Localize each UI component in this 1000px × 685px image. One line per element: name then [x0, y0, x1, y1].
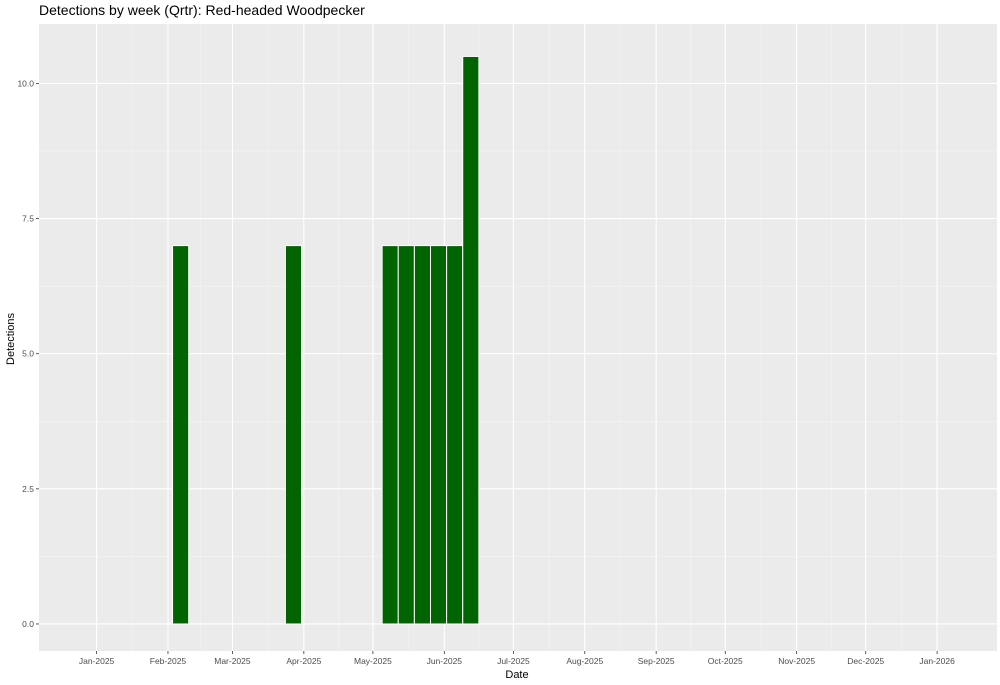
y-axis-title: Detections — [5, 313, 17, 365]
x-tick-label: Aug-2025 — [566, 656, 603, 666]
chart-title: Detections by week (Qrtr): Red-headed Wo… — [39, 2, 365, 18]
x-tick-label: Dec-2025 — [847, 656, 884, 666]
x-tick-label: Nov-2025 — [778, 656, 815, 666]
x-tick-label: Feb-2025 — [150, 656, 187, 666]
plot-panel — [39, 24, 997, 651]
x-axis: Jan-2025 Feb-2025 Mar-2025 Apr-2025 May-2025… — [79, 651, 955, 666]
bar — [397, 245, 415, 625]
bars — [172, 55, 480, 625]
x-tick-label: May-2025 — [354, 656, 392, 666]
x-tick-label: Sep-2025 — [638, 656, 675, 666]
y-tick-label: 7.5 — [22, 214, 34, 224]
y-tick-label: 0.0 — [22, 619, 34, 629]
bar — [413, 245, 431, 625]
bar — [462, 55, 480, 625]
x-tick-label: Mar-2025 — [214, 656, 251, 666]
bar — [381, 245, 399, 625]
x-tick-label: Jan-2026 — [919, 656, 955, 666]
bar — [172, 245, 190, 625]
x-tick-label: Jan-2025 — [79, 656, 115, 666]
x-tick-label: Apr-2025 — [286, 656, 321, 666]
x-axis-title: Date — [505, 669, 528, 681]
x-tick-label: Jun-2025 — [427, 656, 463, 666]
minor-gridlines — [39, 24, 997, 651]
y-tick-label: 5.0 — [22, 349, 34, 359]
bar — [429, 245, 448, 625]
y-tick-label: 2.5 — [22, 484, 34, 494]
x-tick-label: Jul-2025 — [497, 656, 530, 666]
y-tick-label: 10.0 — [17, 78, 34, 88]
x-tick-label: Oct-2025 — [708, 656, 743, 666]
bar — [284, 245, 303, 625]
y-axis: 0.0 2.5 5.0 7.5 10.0 — [17, 78, 39, 629]
bar — [446, 245, 464, 625]
